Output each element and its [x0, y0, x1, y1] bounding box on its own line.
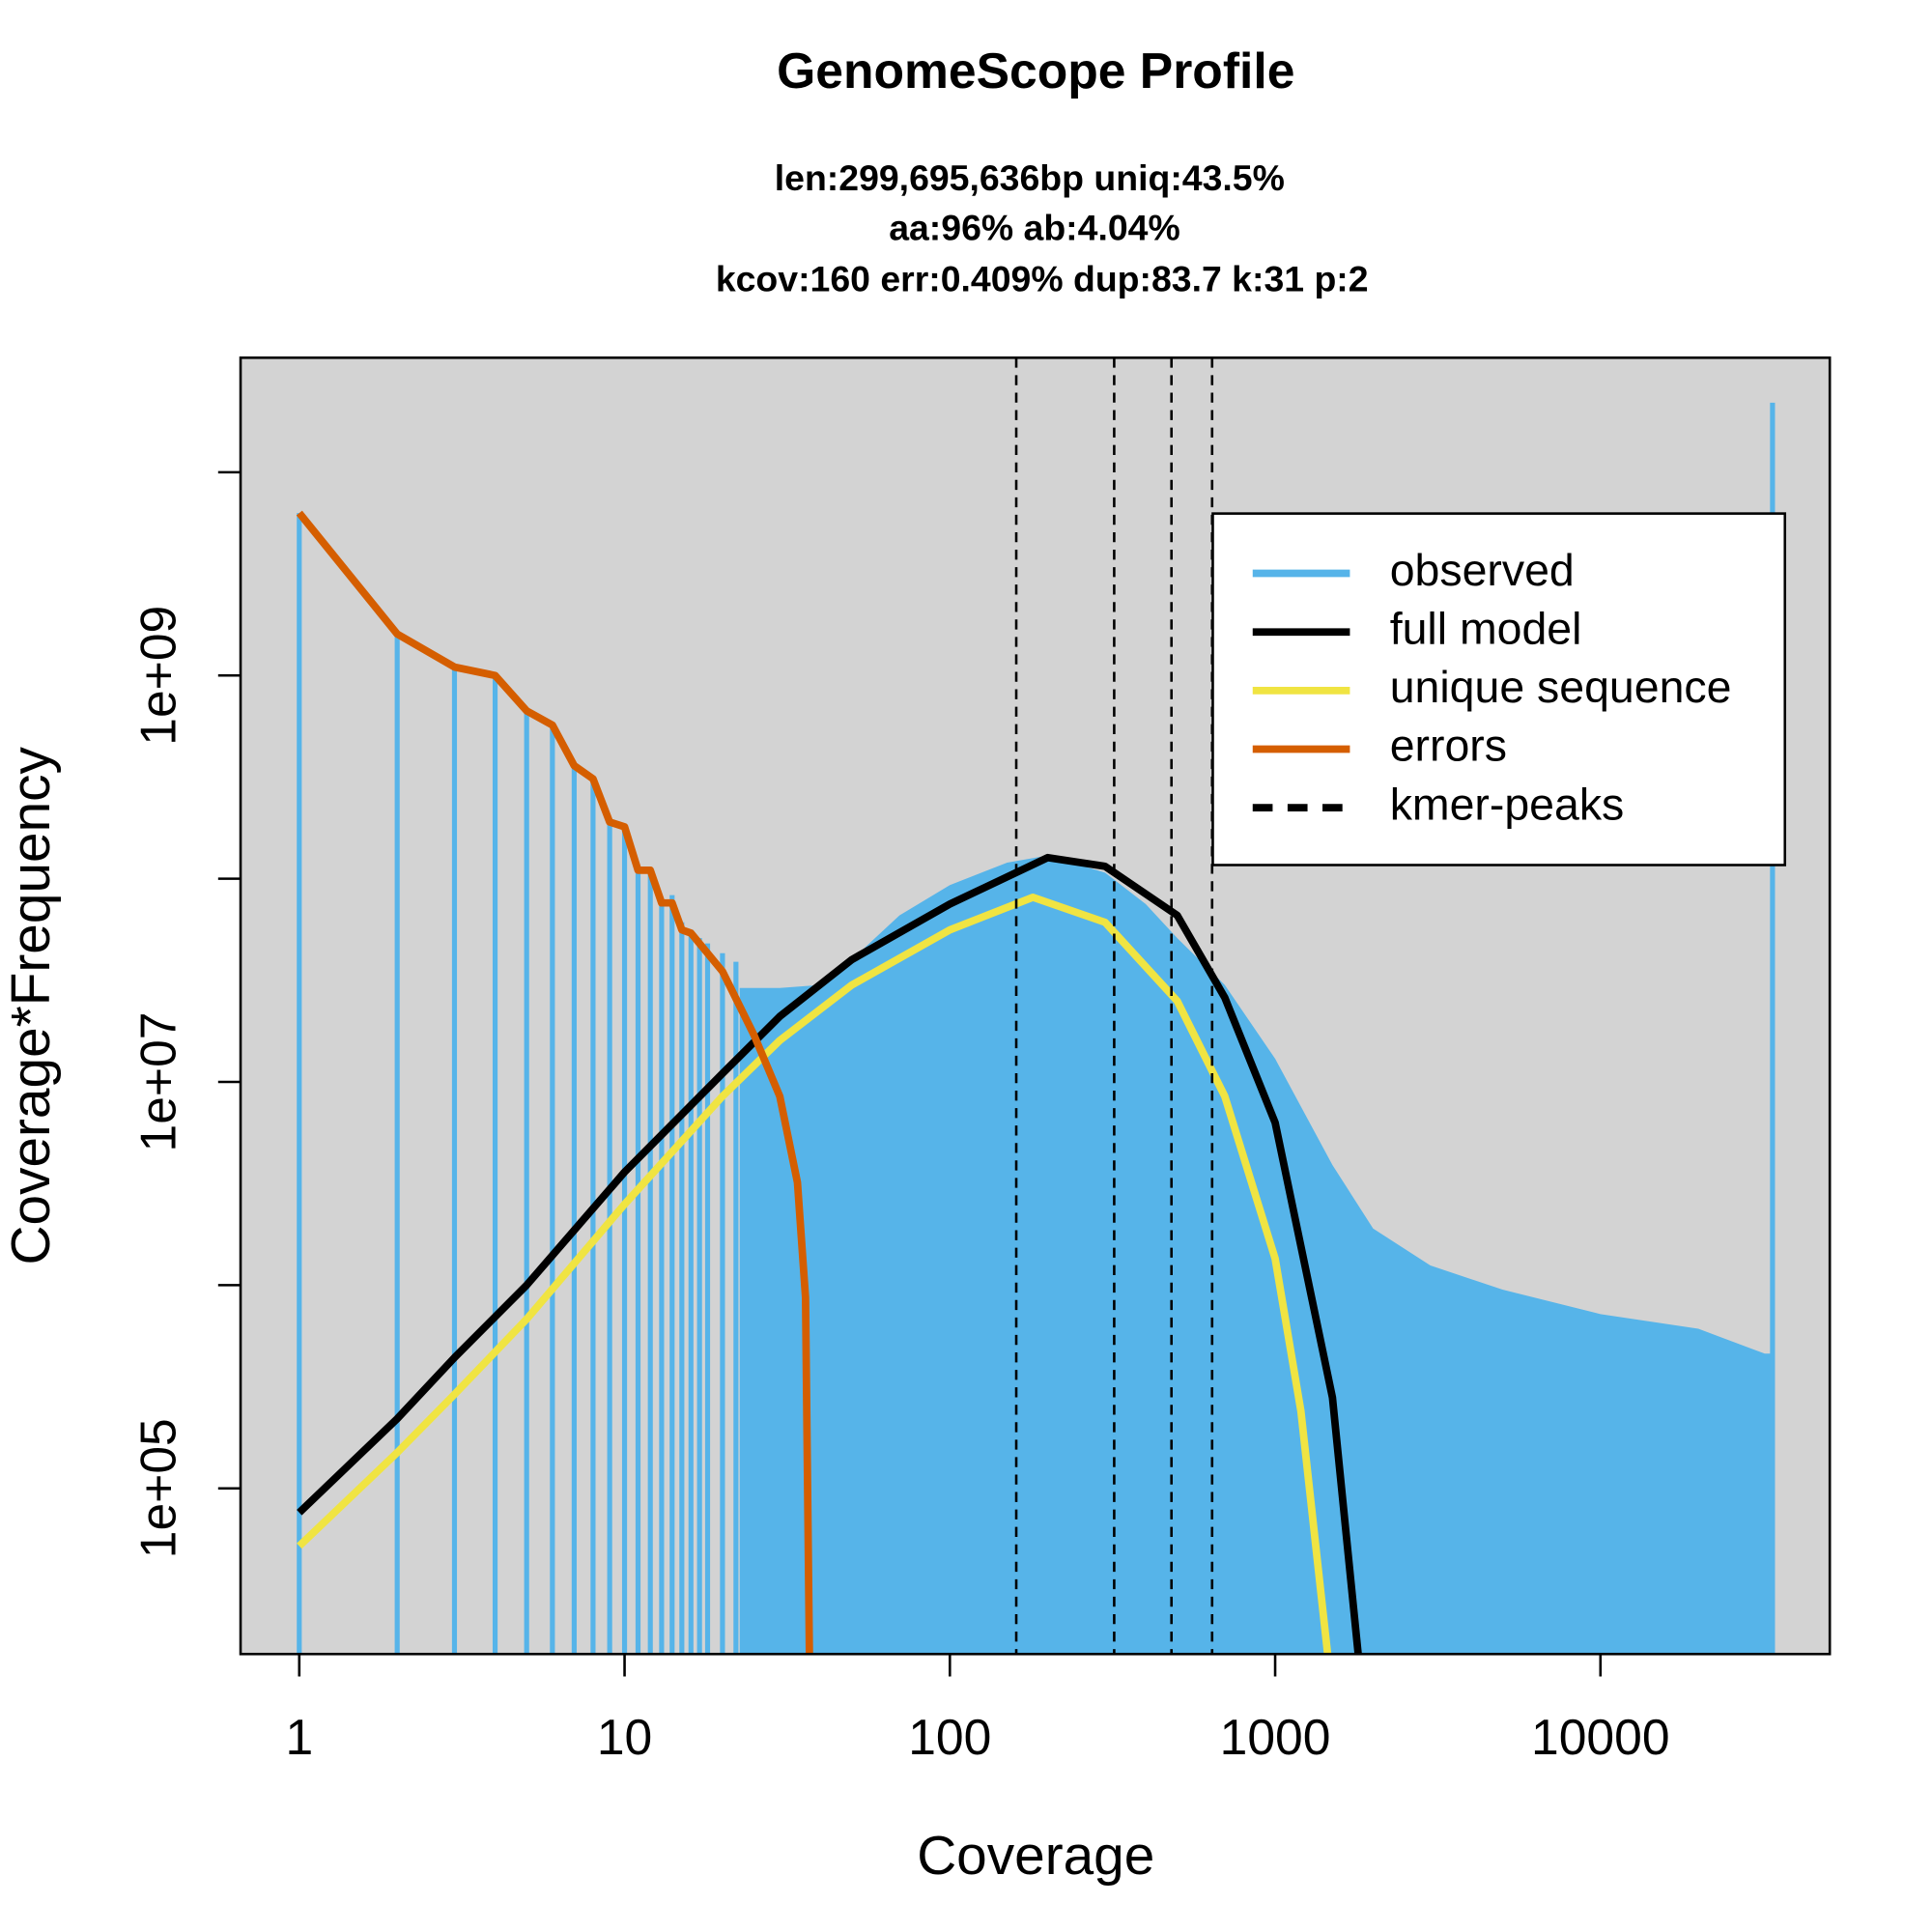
plot-area — [296, 357, 1776, 1655]
y-axis-label: Coverage*Frequency — [1, 746, 62, 1264]
subtitle: len:299,695,636bp uniq:43.5% — [775, 157, 1285, 198]
y-tick-label: 1e+09 — [129, 606, 185, 746]
x-axis-label: Coverage — [917, 1826, 1154, 1887]
legend-label: unique sequence — [1390, 662, 1732, 712]
plot-frame — [239, 356, 1832, 1656]
legend-label: observed — [1390, 545, 1575, 595]
chart-title: GenomeScope Profile — [777, 43, 1294, 99]
subtitle: kcov:160 err:0.409% dup:83.7 k:31 p:2 — [716, 258, 1369, 298]
x-tick-label: 1 — [285, 1709, 313, 1765]
x-tick-label: 10 — [597, 1709, 652, 1765]
legend-label: kmer-peaks — [1390, 779, 1625, 829]
legend-label: full model — [1390, 603, 1582, 653]
x-tick-label: 10000 — [1531, 1709, 1670, 1765]
legend-label: errors — [1390, 721, 1507, 771]
model-line — [296, 510, 813, 1655]
y-tick-label: 1e+05 — [129, 1418, 185, 1558]
x-tick-label: 100 — [908, 1709, 991, 1765]
subtitle: aa:96% ab:4.04% — [889, 208, 1180, 248]
observed-area — [739, 855, 1772, 1655]
model-line — [297, 893, 1332, 1655]
model-line — [297, 853, 1362, 1655]
x-tick-label: 1000 — [1220, 1709, 1331, 1765]
y-tick-label: 1e+07 — [129, 1012, 185, 1152]
